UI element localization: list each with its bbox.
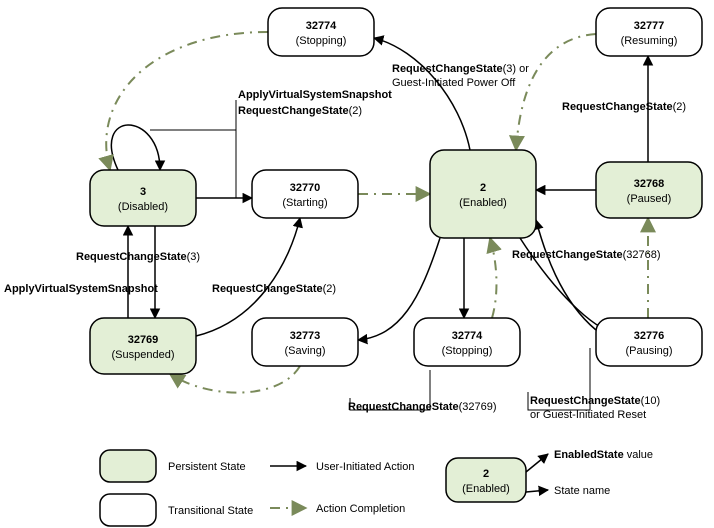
node-disabled: 3 (Disabled) [90, 170, 196, 226]
edge-rcs2_leader_disabled [220, 116, 236, 198]
label-rcs32768: RequestChangeState(32768) [512, 249, 661, 261]
legend-action-completion-label: Action Completion [316, 503, 405, 515]
label-apply_snapshot_mid: ApplyVirtualSystemSnapshot [4, 283, 158, 295]
label-rcs10_l1: RequestChangeState(10) [530, 395, 660, 407]
label-rcs2_resuming: RequestChangeState(2) [562, 101, 686, 113]
legend-transitional-swatch [100, 494, 156, 526]
legend-statename-label: State name [554, 485, 610, 497]
node-subtitle: (Paused) [627, 193, 672, 205]
node-pausing: 32776 (Pausing) [596, 318, 702, 366]
node-enabled: 2 (Enabled) [430, 150, 536, 238]
node-subtitle: (Enabled) [459, 197, 507, 209]
node-title: 2 [480, 182, 486, 194]
label-rcs3_or_poweroff_l2: Guest-Initiated Power Off [392, 77, 516, 89]
node-title: 32773 [290, 330, 321, 342]
legend-enabledstate-label: EnabledState value [554, 449, 653, 461]
label-rcs2_starting: RequestChangeState(2) [212, 283, 336, 295]
label-rcs3_mid: RequestChangeState(3) [76, 251, 200, 263]
node-title: 32769 [128, 334, 159, 346]
label-rcs32769: RequestChangeState(32769) [348, 401, 497, 413]
node-subtitle: (Saving) [285, 345, 326, 357]
node-subtitle: (Stopping) [442, 345, 493, 357]
svg-text:2: 2 [483, 468, 489, 480]
legend-user-action-label: User-Initiated Action [316, 461, 414, 473]
edge-resuming_to_enabled [516, 34, 596, 150]
legend-sample-node [446, 458, 526, 502]
legend-persistent-label: Persistent State [168, 461, 246, 473]
legend-transitional-label: Transitional State [168, 505, 253, 517]
node-suspended: 32769 (Suspended) [90, 318, 196, 374]
node-subtitle: (Stopping) [296, 35, 347, 47]
edge-stopping_mid_to_enabled [490, 238, 496, 318]
edge-stopping_top_to_disabled [106, 32, 268, 170]
legend-persistent-swatch [100, 450, 156, 482]
edge-pausing_to_enabled [536, 220, 596, 330]
node-subtitle: (Starting) [282, 197, 327, 209]
label-rcs2_top: RequestChangeState(2) [238, 105, 362, 117]
node-title: 32776 [634, 330, 665, 342]
state-diagram: 32774 (Stopping) 32777 (Resuming) 3 (Disabled… [0, 0, 714, 528]
node-title: 32774 [452, 330, 483, 342]
node-paused: 32768 (Paused) [596, 162, 702, 218]
label-rcs10_l2: or Guest-Initiated Reset [530, 409, 646, 421]
node-resuming: 32777 (Resuming) [596, 8, 702, 56]
label-rcs3_or_poweroff_l1: RequestChangeState(3) or [392, 63, 529, 75]
node-title: 32774 [306, 20, 337, 32]
node-subtitle: (Pausing) [625, 345, 672, 357]
svg-text:(Enabled): (Enabled) [462, 483, 510, 495]
node-subtitle: (Suspended) [112, 349, 175, 361]
node-title: 32770 [290, 182, 321, 194]
legend-callout-value [526, 454, 548, 472]
node-subtitle: (Resuming) [621, 35, 678, 47]
node-stopping_top: 32774 (Stopping) [268, 8, 374, 56]
legend-callout-name [526, 490, 548, 492]
node-title: 3 [140, 186, 146, 198]
node-stopping_mid: 32774 (Stopping) [414, 318, 520, 366]
node-starting: 32770 (Starting) [252, 170, 358, 218]
legend-layer: Persistent State Transitional State User-I… [100, 449, 653, 526]
node-title: 32768 [634, 178, 665, 190]
node-saving: 32773 (Saving) [252, 318, 358, 366]
edge-disabled_self_snapshot [111, 125, 160, 170]
edge-snapshot_leader [150, 100, 236, 130]
node-title: 32777 [634, 20, 665, 32]
node-subtitle: (Disabled) [118, 201, 168, 213]
label-apply_snapshot_top: ApplyVirtualSystemSnapshot [238, 89, 392, 101]
